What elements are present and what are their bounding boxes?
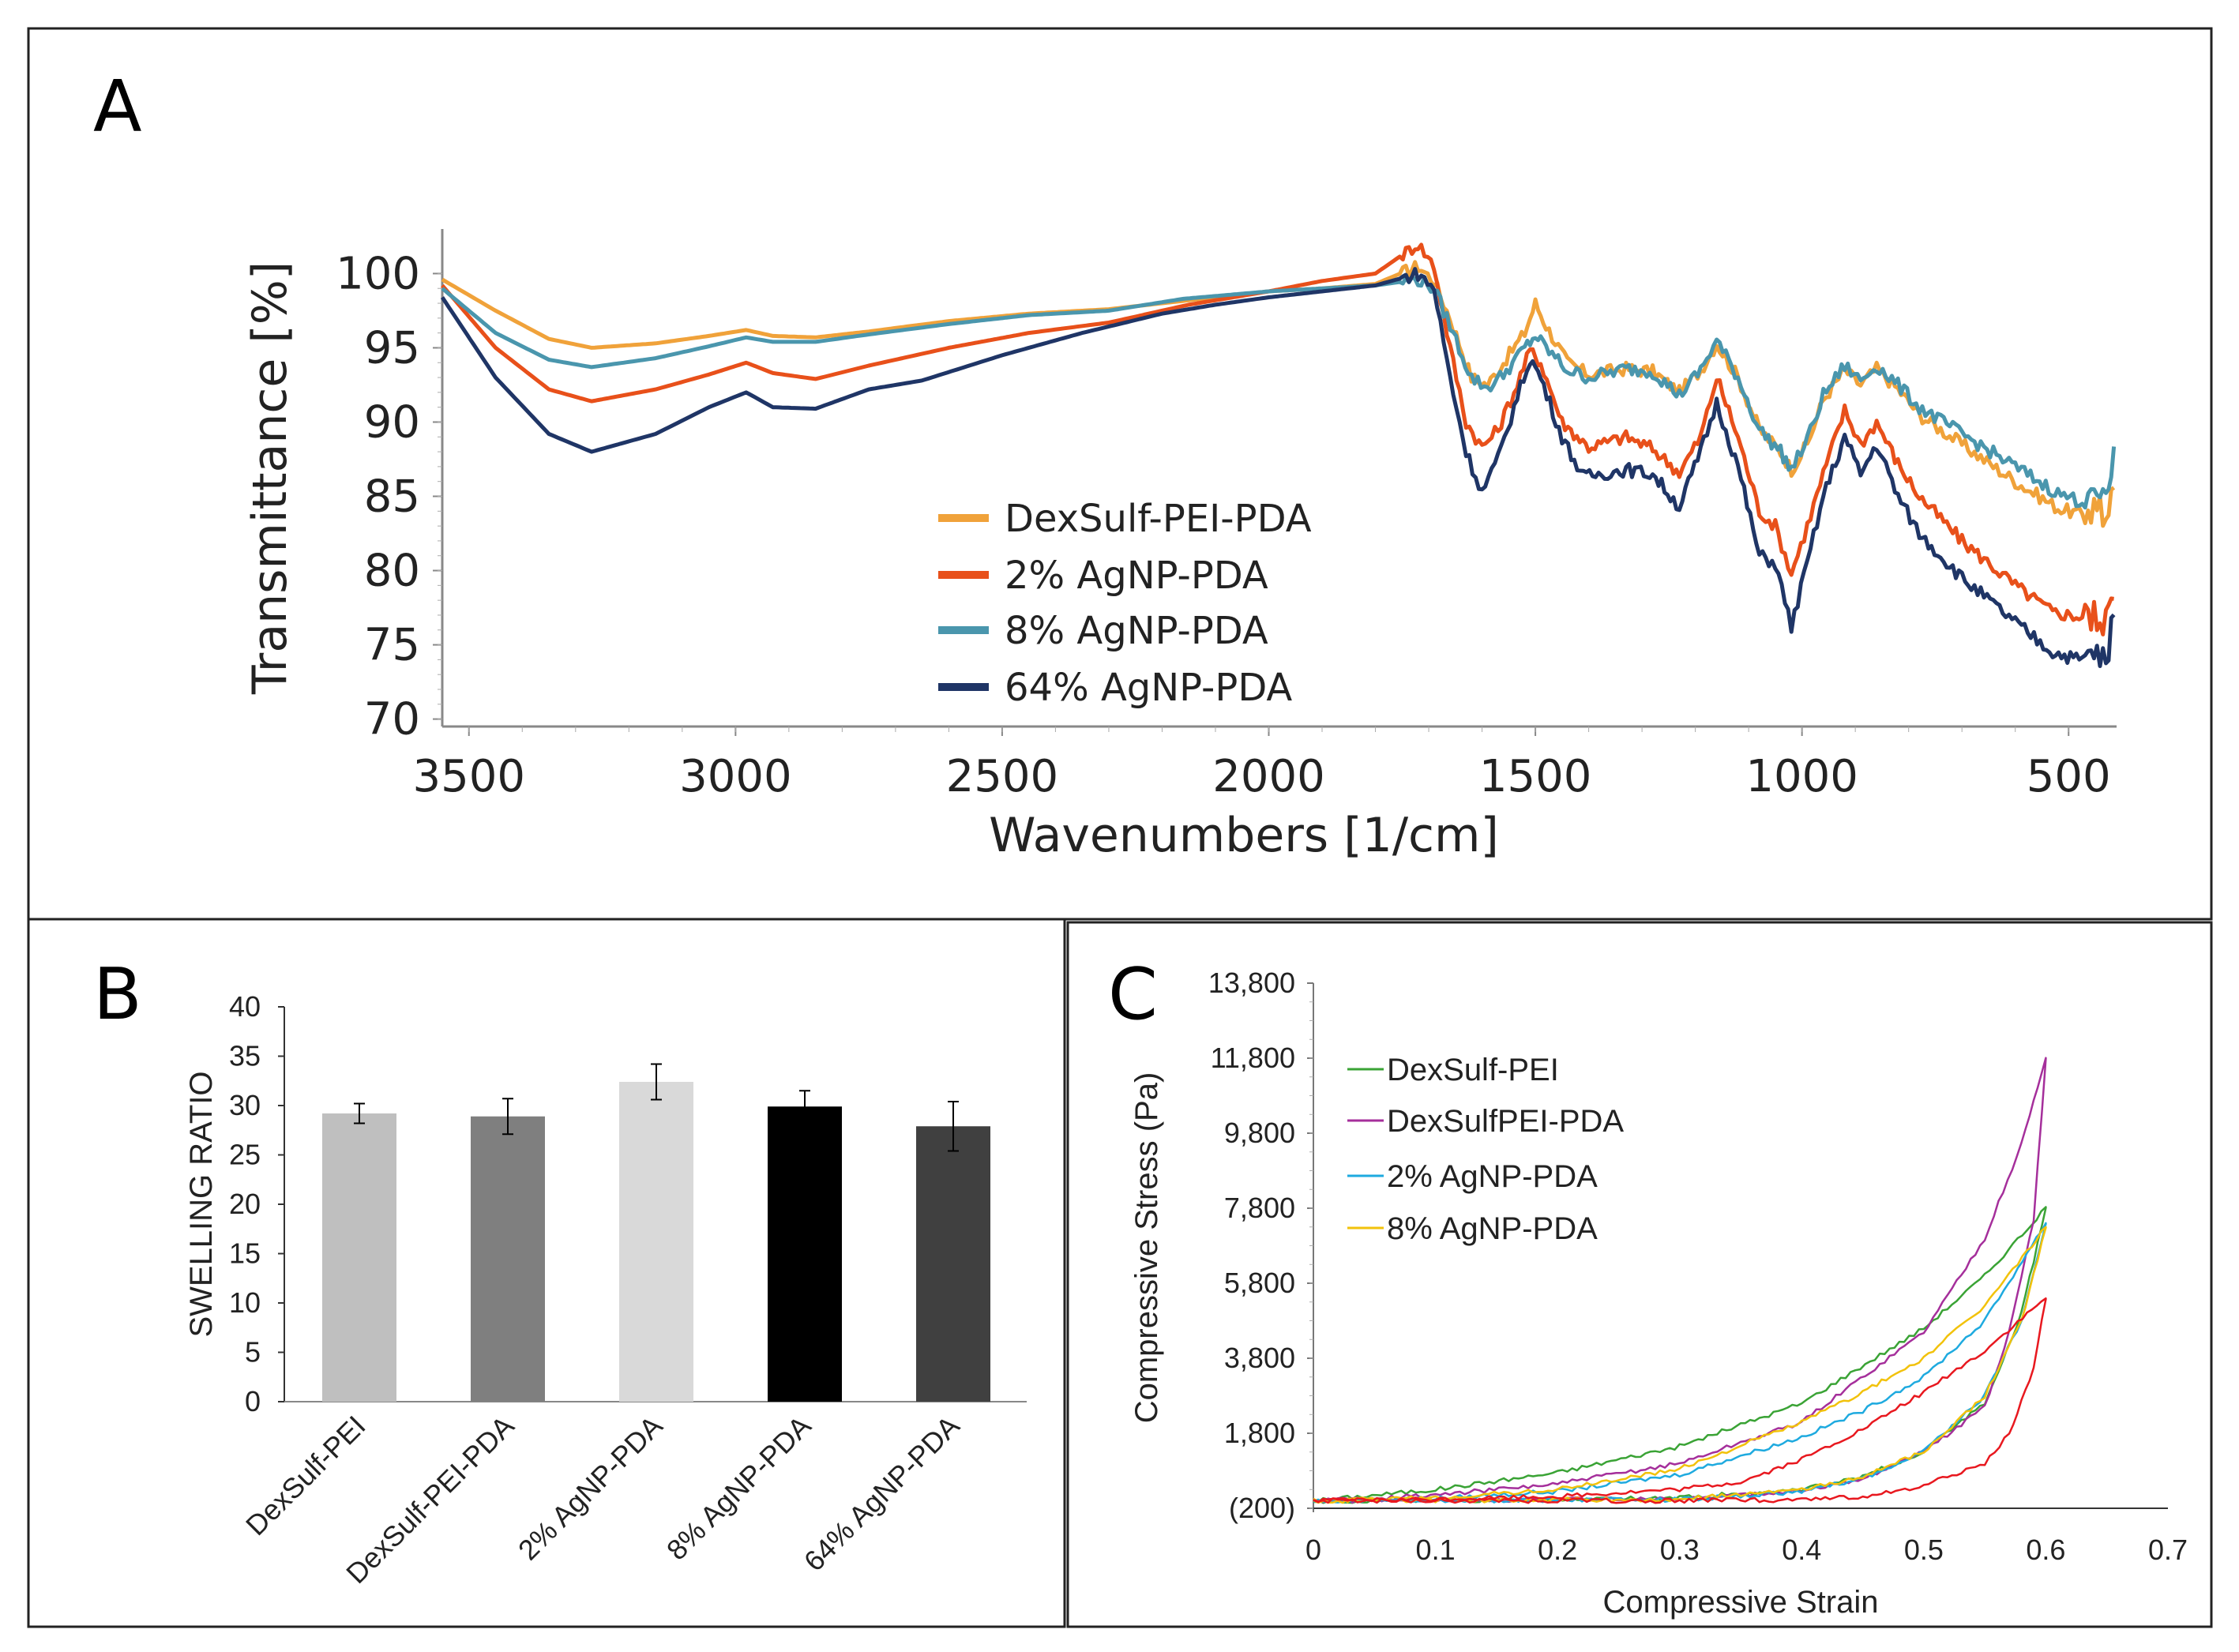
compression-x-tick-label: 0.3 (1660, 1534, 1700, 1566)
ftir-y-tick-label: 70 (364, 694, 420, 745)
ftir-y-tick-label: 80 (364, 546, 420, 597)
swelling-bar-dexsulf-pei-pda (471, 1116, 545, 1402)
swelling-category-label-2-agnp-pda: 2% AgNP-PDA (512, 1410, 669, 1567)
ftir-y-axis-title: Transmittance [%] (242, 261, 298, 695)
compression-y-tick-label: 7,800 (1224, 1192, 1295, 1224)
ftir-x-tick-label: 3000 (679, 751, 792, 802)
ftir-x-tick-label: 2500 (946, 751, 1059, 802)
compression-legend-label-3: 8% AgNP-PDA (1387, 1211, 1598, 1246)
ftir-x-tick-label: 500 (2027, 751, 2111, 802)
compression-x-tick-label: 0.1 (1416, 1534, 1456, 1566)
ftir-y-tick-label: 100 (336, 248, 420, 299)
compression-legend: DexSulf-PEI DexSulfPEI-PDA 2% AgNP-PDA 8… (1347, 1053, 1624, 1246)
compression-legend-label-1: DexSulfPEI-PDA (1387, 1104, 1624, 1139)
compression-legend-label-0: DexSulf-PEI (1387, 1053, 1559, 1087)
swelling-y-tick-label: 15 (229, 1237, 261, 1270)
ftir-y-tick-label: 95 (364, 322, 420, 374)
compression-y-tick-label: 5,800 (1224, 1267, 1295, 1299)
ftir-series-8-agnp-pda (441, 275, 2117, 510)
compression-y-tick-label: (200) (1229, 1492, 1295, 1524)
swelling-y-tick-label: 40 (229, 990, 261, 1023)
ftir-x-tick-label: 1500 (1479, 751, 1592, 802)
swelling-y-tick-label: 30 (229, 1089, 261, 1121)
ftir-legend-label-3: 64% AgNP-PDA (1005, 666, 1292, 710)
compression-x-axis-title: Compressive Strain (1602, 1585, 1878, 1620)
swelling-y-ticks: 0 5 10 15 20 25 30 35 40 (229, 990, 284, 1417)
ftir-y-ticks: 70 75 80 85 90 95 100 (336, 248, 442, 745)
compression-y-tick-label: 9,800 (1224, 1117, 1295, 1149)
ftir-x-tick-label: 3500 (413, 751, 526, 802)
compression-y-axis-title: Compressive Stress (Pa) (1129, 1072, 1164, 1424)
ftir-series-2-agnp-pda (441, 242, 2114, 636)
frame-a (27, 27, 2213, 921)
frame-c (1066, 921, 2213, 1628)
compression-series-dexsulf-pei (1313, 1206, 2047, 1504)
compression-y-tick-label: 1,800 (1224, 1417, 1295, 1449)
swelling-category-label-dexsulf-pei: DexSulf-PEI (239, 1410, 372, 1542)
compression-series (1313, 1057, 2047, 1504)
panel-letter-b: B (93, 953, 142, 1036)
swelling-y-tick-label: 20 (229, 1188, 261, 1220)
swelling-y-tick-label: 5 (245, 1336, 261, 1369)
panel-letter-a: A (93, 66, 142, 148)
ftir-y-tick-label: 90 (364, 396, 420, 448)
compression-y-tick-label: 3,800 (1224, 1342, 1295, 1374)
swelling-category-label-64-agnp-pda: 64% AgNP-PDA (798, 1410, 966, 1578)
compression-x-tick-label: 0.7 (2148, 1534, 2188, 1566)
swelling-category-label-8-agnp-pda: 8% AgNP-PDA (660, 1410, 817, 1567)
ftir-x-ticks: 3500 3000 2500 2000 1500 1000 500 (413, 727, 2111, 802)
compression-y-tick-label: 11,800 (1211, 1042, 1295, 1074)
panel-letter-c: C (1108, 953, 1158, 1036)
ftir-y-tick-label: 75 (364, 620, 420, 671)
panel-frames (27, 27, 2213, 1628)
ftir-legend-label-0: DexSulf-PEI-PDA (1005, 497, 1312, 541)
ftir-series-64-agnp-pda (440, 267, 2116, 668)
compression-series-2-agnp-pda (1313, 1222, 2047, 1504)
swelling-y-axis-title: SWELLING RATIO (184, 1071, 219, 1337)
ftir-legend: DexSulf-PEI-PDA 2% AgNP-PDA 8% AgNP-PDA … (938, 497, 1312, 710)
ftir-legend-label-2: 8% AgNP-PDA (1005, 609, 1268, 653)
ftir-legend-label-1: 2% AgNP-PDA (1005, 554, 1268, 598)
ftir-chart: 70 75 80 85 90 95 100 3500 3000 2500 2000 1500 1000… (242, 229, 2117, 863)
ftir-series-dexsulf-pei-pda (441, 260, 2116, 528)
compression-series-unlabeled (1313, 1297, 2047, 1504)
compression-y-tick-label: 13,800 (1208, 967, 1295, 999)
swelling-y-tick-label: 35 (229, 1040, 261, 1072)
ftir-x-tick-label: 1000 (1745, 751, 1858, 802)
compression-x-tick-label: 0 (1305, 1534, 1321, 1566)
compression-y-ticks: (200) 1,800 3,800 5,800 7,800 9,800 11,800 13,8… (1208, 967, 1313, 1524)
ftir-series (440, 242, 2117, 668)
compression-legend-label-2: 2% AgNP-PDA (1387, 1159, 1598, 1194)
frame-b (27, 918, 1066, 1628)
compression-x-tick-label: 0.2 (1538, 1534, 1577, 1566)
compression-x-ticks: 0 0.1 0.2 0.3 0.4 0.5 0.6 0.7 (1305, 1534, 2188, 1566)
swelling-y-tick-label: 0 (245, 1385, 261, 1417)
swelling-bar-2-agnp-pda (619, 1082, 693, 1402)
compression-chart: (200) 1,800 3,800 5,800 7,800 9,800 11,800 13,8… (1129, 967, 2188, 1620)
ftir-x-axis-title: Wavenumbers [1/cm] (989, 808, 1499, 863)
swelling-bar-64-agnp-pda (916, 1126, 990, 1402)
ftir-y-tick-label: 85 (364, 471, 420, 523)
compression-x-tick-label: 0.6 (2026, 1534, 2065, 1566)
swelling-y-tick-label: 25 (229, 1139, 261, 1171)
compression-x-tick-label: 0.5 (1904, 1534, 1944, 1566)
swelling-y-tick-label: 10 (229, 1286, 261, 1319)
swelling-chart: 0 5 10 15 20 25 30 35 40 DexSulf-PEIDexSulf-PEI-… (184, 990, 1027, 1590)
swelling-bar-8-agnp-pda (768, 1106, 842, 1402)
swelling-bar-dexsulf-pei (322, 1113, 396, 1402)
compression-x-tick-label: 0.4 (1782, 1534, 1821, 1566)
ftir-x-tick-label: 2000 (1212, 751, 1325, 802)
